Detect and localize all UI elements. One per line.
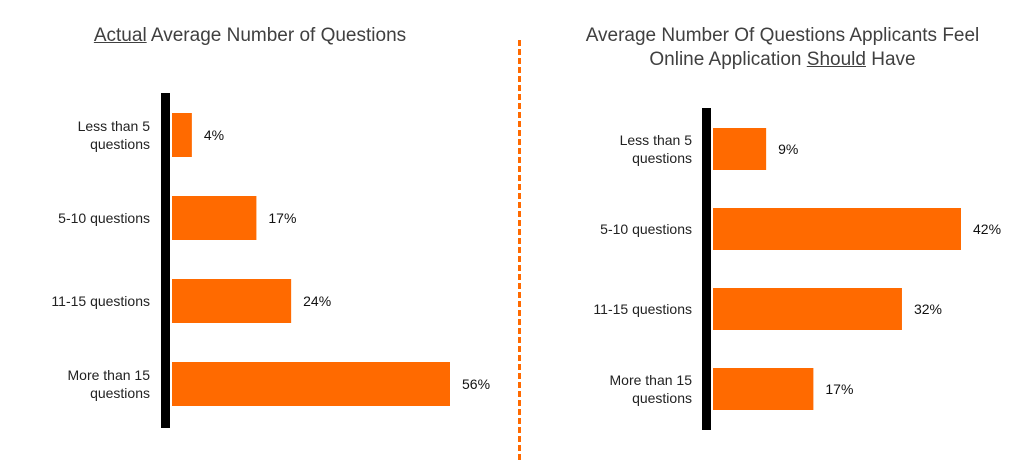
dashed-divider	[518, 40, 521, 460]
value-label-actual-3: 56%	[462, 376, 490, 392]
axis-line-should-have	[702, 108, 711, 430]
chart-title-should-have-part: Should	[806, 49, 866, 70]
value-label-should-have-3: 17%	[825, 381, 853, 397]
chart-title-actual-part: Average Number of Questions	[146, 25, 407, 46]
axis-line-actual	[161, 93, 170, 428]
chart-title-should-have: Average Number Of Questions Applicants F…	[525, 24, 1024, 72]
bar-actual-0	[172, 113, 192, 157]
bar-actual-2	[172, 279, 292, 323]
chart-title-actual-part: Actual	[93, 25, 147, 46]
category-label-should-have-1: 5-10 questions	[600, 221, 692, 237]
category-label-should-have-0: Less than 5 questions	[620, 132, 693, 166]
chart-title-should-have-part: Average Number Of Questions Applicants F…	[585, 25, 980, 46]
bar-should-have-0	[713, 128, 767, 170]
bar-should-have-1	[713, 208, 961, 250]
value-label-actual-0: 4%	[204, 127, 224, 143]
chart-title-should-have-part: Online Application	[649, 49, 807, 70]
value-label-should-have-1: 42%	[973, 221, 1001, 237]
chart-should-have: 9% Less than 5 questions 42% 5-10 questions 3…	[593, 108, 1001, 430]
chart-title-should-have-part: Have	[865, 49, 916, 70]
bar-should-have-2	[713, 288, 902, 330]
category-label-actual-3: More than 15 questions	[68, 367, 151, 401]
chart-actual: 4% Less than 5 questions 17% 5-10 questions 2…	[51, 93, 490, 428]
bar-actual-3	[172, 362, 450, 406]
value-label-actual-1: 17%	[268, 210, 296, 226]
category-label-should-have-2: 11-15 questions	[593, 301, 692, 317]
category-label-should-have-3: More than 15 questions	[610, 372, 693, 406]
bar-should-have-3	[713, 368, 814, 410]
chart-title-actual: Actual Average Number of Questions	[40, 24, 460, 48]
category-label-actual-1: 5-10 questions	[58, 210, 150, 226]
value-label-actual-2: 24%	[303, 293, 331, 309]
category-label-actual-2: 11-15 questions	[51, 293, 150, 309]
value-label-should-have-0: 9%	[778, 141, 798, 157]
value-label-should-have-2: 32%	[914, 301, 942, 317]
category-label-actual-0: Less than 5 questions	[78, 118, 151, 152]
bar-actual-1	[172, 196, 257, 240]
